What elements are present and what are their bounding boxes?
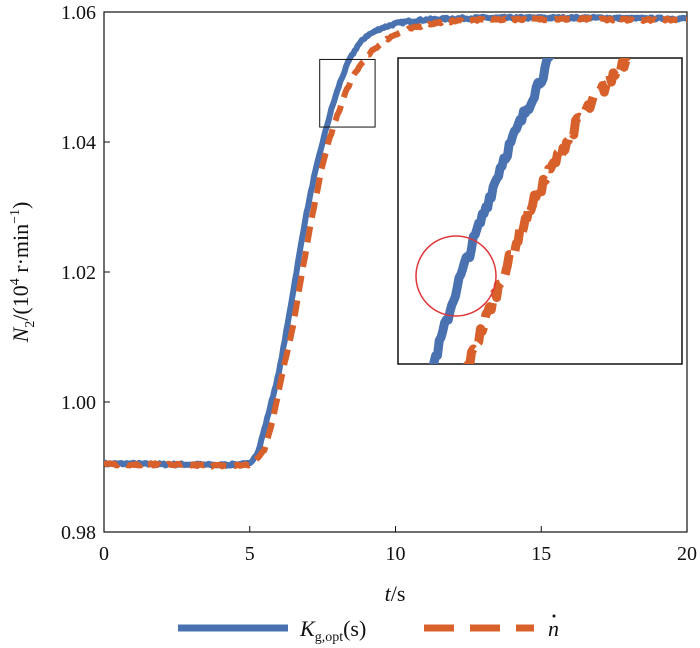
series-line-1: [104, 15, 687, 470]
legend: Kg,opt(s) n: [178, 614, 559, 645]
x-axis-label: t/s: [385, 581, 406, 606]
x-tick-label: 5: [245, 543, 255, 565]
inset-series-line-0: [429, 58, 555, 364]
legend-label-ndot: n: [548, 616, 559, 641]
axis-ticks: [103, 11, 688, 533]
inset-series-line-1: [463, 58, 637, 364]
y-tick-label: 1.06: [61, 2, 96, 24]
legend-ndot-mark: [552, 614, 556, 618]
y-axis-label: N2/(104 r·min−1): [8, 202, 38, 344]
legend-label-kgopt: Kg,opt(s): [299, 616, 366, 645]
y-tick-label: 1.04: [61, 132, 96, 154]
inset-series-group: [429, 58, 637, 364]
inset-highlight-circle: [415, 235, 497, 317]
x-tick-label: 15: [531, 543, 551, 565]
inset-source-box: [319, 58, 376, 128]
inset-frame: [397, 57, 683, 365]
x-tick-label: 10: [386, 543, 406, 565]
y-tick-label: 0.98: [61, 522, 96, 544]
x-tick-label: 20: [677, 543, 697, 565]
y-tick-label: 1.00: [61, 392, 96, 414]
y-tick-label: 1.02: [61, 262, 96, 284]
series-group: [104, 13, 687, 470]
x-tick-label: 0: [99, 543, 109, 565]
axis-tick-labels: 0 5 10 15 20 0.98 1.00 1.02 1.04 1.06: [61, 2, 697, 565]
